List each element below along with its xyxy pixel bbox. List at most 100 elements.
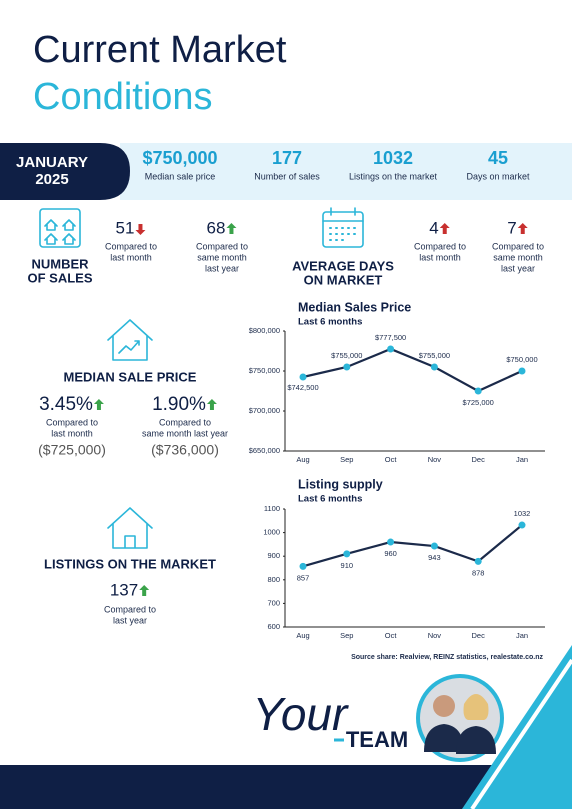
stat-value: $750,000 — [142, 148, 217, 168]
item-caption: last year — [501, 263, 535, 273]
item-caption: last year — [205, 263, 239, 273]
section-heading: OF SALES — [27, 270, 92, 285]
point — [343, 550, 351, 558]
item-note: ($736,000) — [151, 442, 219, 458]
axis — [284, 509, 545, 628]
point — [474, 557, 482, 565]
period-month: JANUARY — [16, 154, 88, 171]
item-value: 68 — [207, 218, 226, 237]
source-note: Source share: Realview, REINZ statistics… — [351, 654, 543, 661]
section-heading: AVERAGE DAYS — [292, 258, 394, 273]
point — [430, 542, 438, 550]
item-value: 7 — [507, 218, 516, 237]
y-tick-label: $700,000 — [249, 406, 280, 415]
point — [474, 387, 482, 395]
house-icon — [107, 507, 153, 549]
period-year: 2025 — [35, 171, 68, 188]
point — [299, 562, 307, 570]
x-tick-label: Oct — [385, 455, 398, 464]
chart-subtitle: Last 6 months — [298, 317, 362, 328]
point — [430, 363, 438, 371]
value-label: $725,000 — [463, 398, 494, 407]
point — [387, 538, 395, 546]
value-label: 943 — [428, 553, 441, 562]
chart-title: Listing supply — [298, 477, 383, 491]
chart-subtitle: Last 6 months — [298, 494, 362, 505]
item-caption: same month last year — [142, 428, 228, 438]
item-caption: same month — [493, 252, 543, 262]
section-heading: MEDIAN SALE PRICE — [64, 369, 197, 384]
chart-title: Median Sales Price — [298, 300, 411, 314]
y-tick-label: 800 — [267, 575, 280, 584]
item-caption: last year — [113, 615, 147, 625]
line — [302, 524, 523, 568]
value-label: $750,000 — [506, 355, 537, 364]
y-tick-label: 1100 — [264, 504, 280, 513]
y-tick-label: 900 — [267, 551, 280, 560]
x-tick-label: Jan — [516, 631, 528, 640]
item-caption: same month — [197, 252, 247, 262]
x-tick-label: Jan — [516, 455, 528, 464]
x-tick-label: Nov — [428, 631, 442, 640]
item-value: 137 — [110, 580, 138, 599]
x-tick-label: Oct — [385, 631, 398, 640]
item-caption: Compared to — [104, 604, 156, 614]
point — [299, 373, 307, 381]
value-label: $777,500 — [375, 333, 406, 342]
x-tick-label: Dec — [472, 631, 486, 640]
section-heading: LISTINGS ON THE MARKET — [44, 556, 216, 571]
team-photo — [416, 674, 504, 762]
arrow-up — [517, 223, 528, 234]
stat-value: 45 — [488, 148, 508, 168]
point — [518, 521, 526, 529]
stat-label: Median sale price — [145, 171, 216, 181]
point — [343, 363, 351, 371]
calendar-icon — [322, 207, 364, 248]
y-tick-label: 700 — [267, 598, 280, 607]
x-tick-label: Aug — [296, 631, 309, 640]
y-tick-label: $650,000 — [249, 446, 280, 455]
section-heading: NUMBER — [31, 256, 89, 271]
value-label: 857 — [297, 573, 310, 582]
item-note: ($725,000) — [38, 442, 106, 458]
y-tick-label: $800,000 — [249, 326, 280, 335]
arrow-up — [139, 585, 150, 596]
arrow-up — [206, 399, 217, 410]
house-chart-icon — [107, 319, 153, 361]
x-tick-label: Nov — [428, 455, 442, 464]
item-caption: Compared to — [159, 417, 211, 427]
item-value: 1.90% — [152, 394, 206, 415]
item-caption: Compared to — [196, 241, 248, 251]
point — [387, 345, 395, 353]
item-caption: last month — [419, 252, 461, 262]
item-value: 51 — [116, 218, 135, 237]
arrow-up — [226, 223, 237, 234]
footer-accent — [462, 645, 572, 809]
item-caption: Compared to — [46, 417, 98, 427]
houses-icon — [39, 208, 81, 248]
footer-stripe — [470, 658, 572, 809]
logo-script: Your — [253, 688, 349, 740]
item-value: 3.45% — [39, 394, 93, 415]
y-tick-label: $750,000 — [249, 366, 280, 375]
arrow-down — [135, 224, 146, 235]
stat-label: Days on market — [466, 171, 530, 181]
value-label: $755,000 — [419, 351, 450, 360]
value-label: $742,500 — [287, 383, 318, 392]
value-label: 960 — [384, 549, 397, 558]
item-caption: Compared to — [105, 241, 157, 251]
point — [518, 367, 526, 375]
banner-period — [0, 143, 130, 200]
x-tick-label: Sep — [340, 631, 353, 640]
stat-value: 177 — [272, 148, 302, 168]
axis — [284, 331, 545, 452]
arrow-up — [93, 399, 104, 410]
item-caption: last month — [110, 252, 152, 262]
value-label: 1032 — [514, 509, 531, 518]
stat-label: Listings on the market — [349, 171, 438, 181]
item-caption: Compared to — [492, 241, 544, 251]
title: Current Market — [33, 29, 287, 71]
item-value: 4 — [429, 218, 438, 237]
